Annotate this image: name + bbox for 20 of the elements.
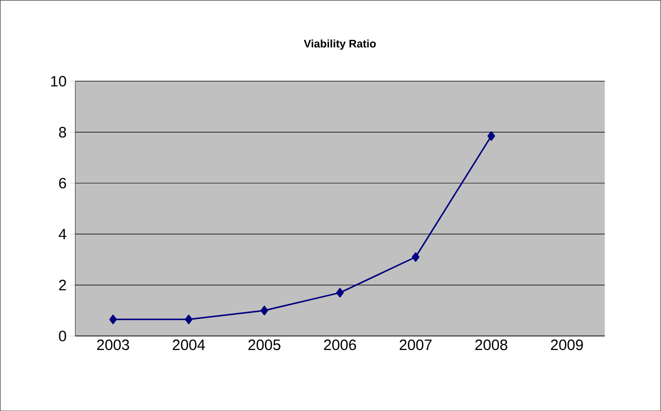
- y-tick-label: 8: [59, 126, 66, 138]
- y-tick-label: 0: [58, 330, 66, 342]
- point: [336, 288, 344, 298]
- y-tick-label: 6: [59, 178, 66, 188]
- point: [412, 252, 420, 262]
- x-tick-label: 2008: [475, 339, 508, 350]
- chart-title: Viability Ratio: [304, 39, 376, 50]
- x-tick-label: 2004: [172, 339, 205, 350]
- y-tick-label: 10: [51, 76, 66, 86]
- point: [488, 131, 496, 141]
- point: [260, 306, 268, 316]
- x-tick-label: 2005: [248, 339, 280, 350]
- x-tick-label: 2003: [97, 339, 130, 350]
- x-tick-label: 2009: [551, 339, 583, 350]
- y-tick-label: 2: [59, 280, 66, 290]
- x-tick-label: 2006: [324, 339, 356, 350]
- point: [184, 314, 192, 324]
- point: [109, 314, 117, 324]
- y-tick-label: 4: [58, 228, 66, 240]
- x-tick-label: 2007: [400, 339, 432, 350]
